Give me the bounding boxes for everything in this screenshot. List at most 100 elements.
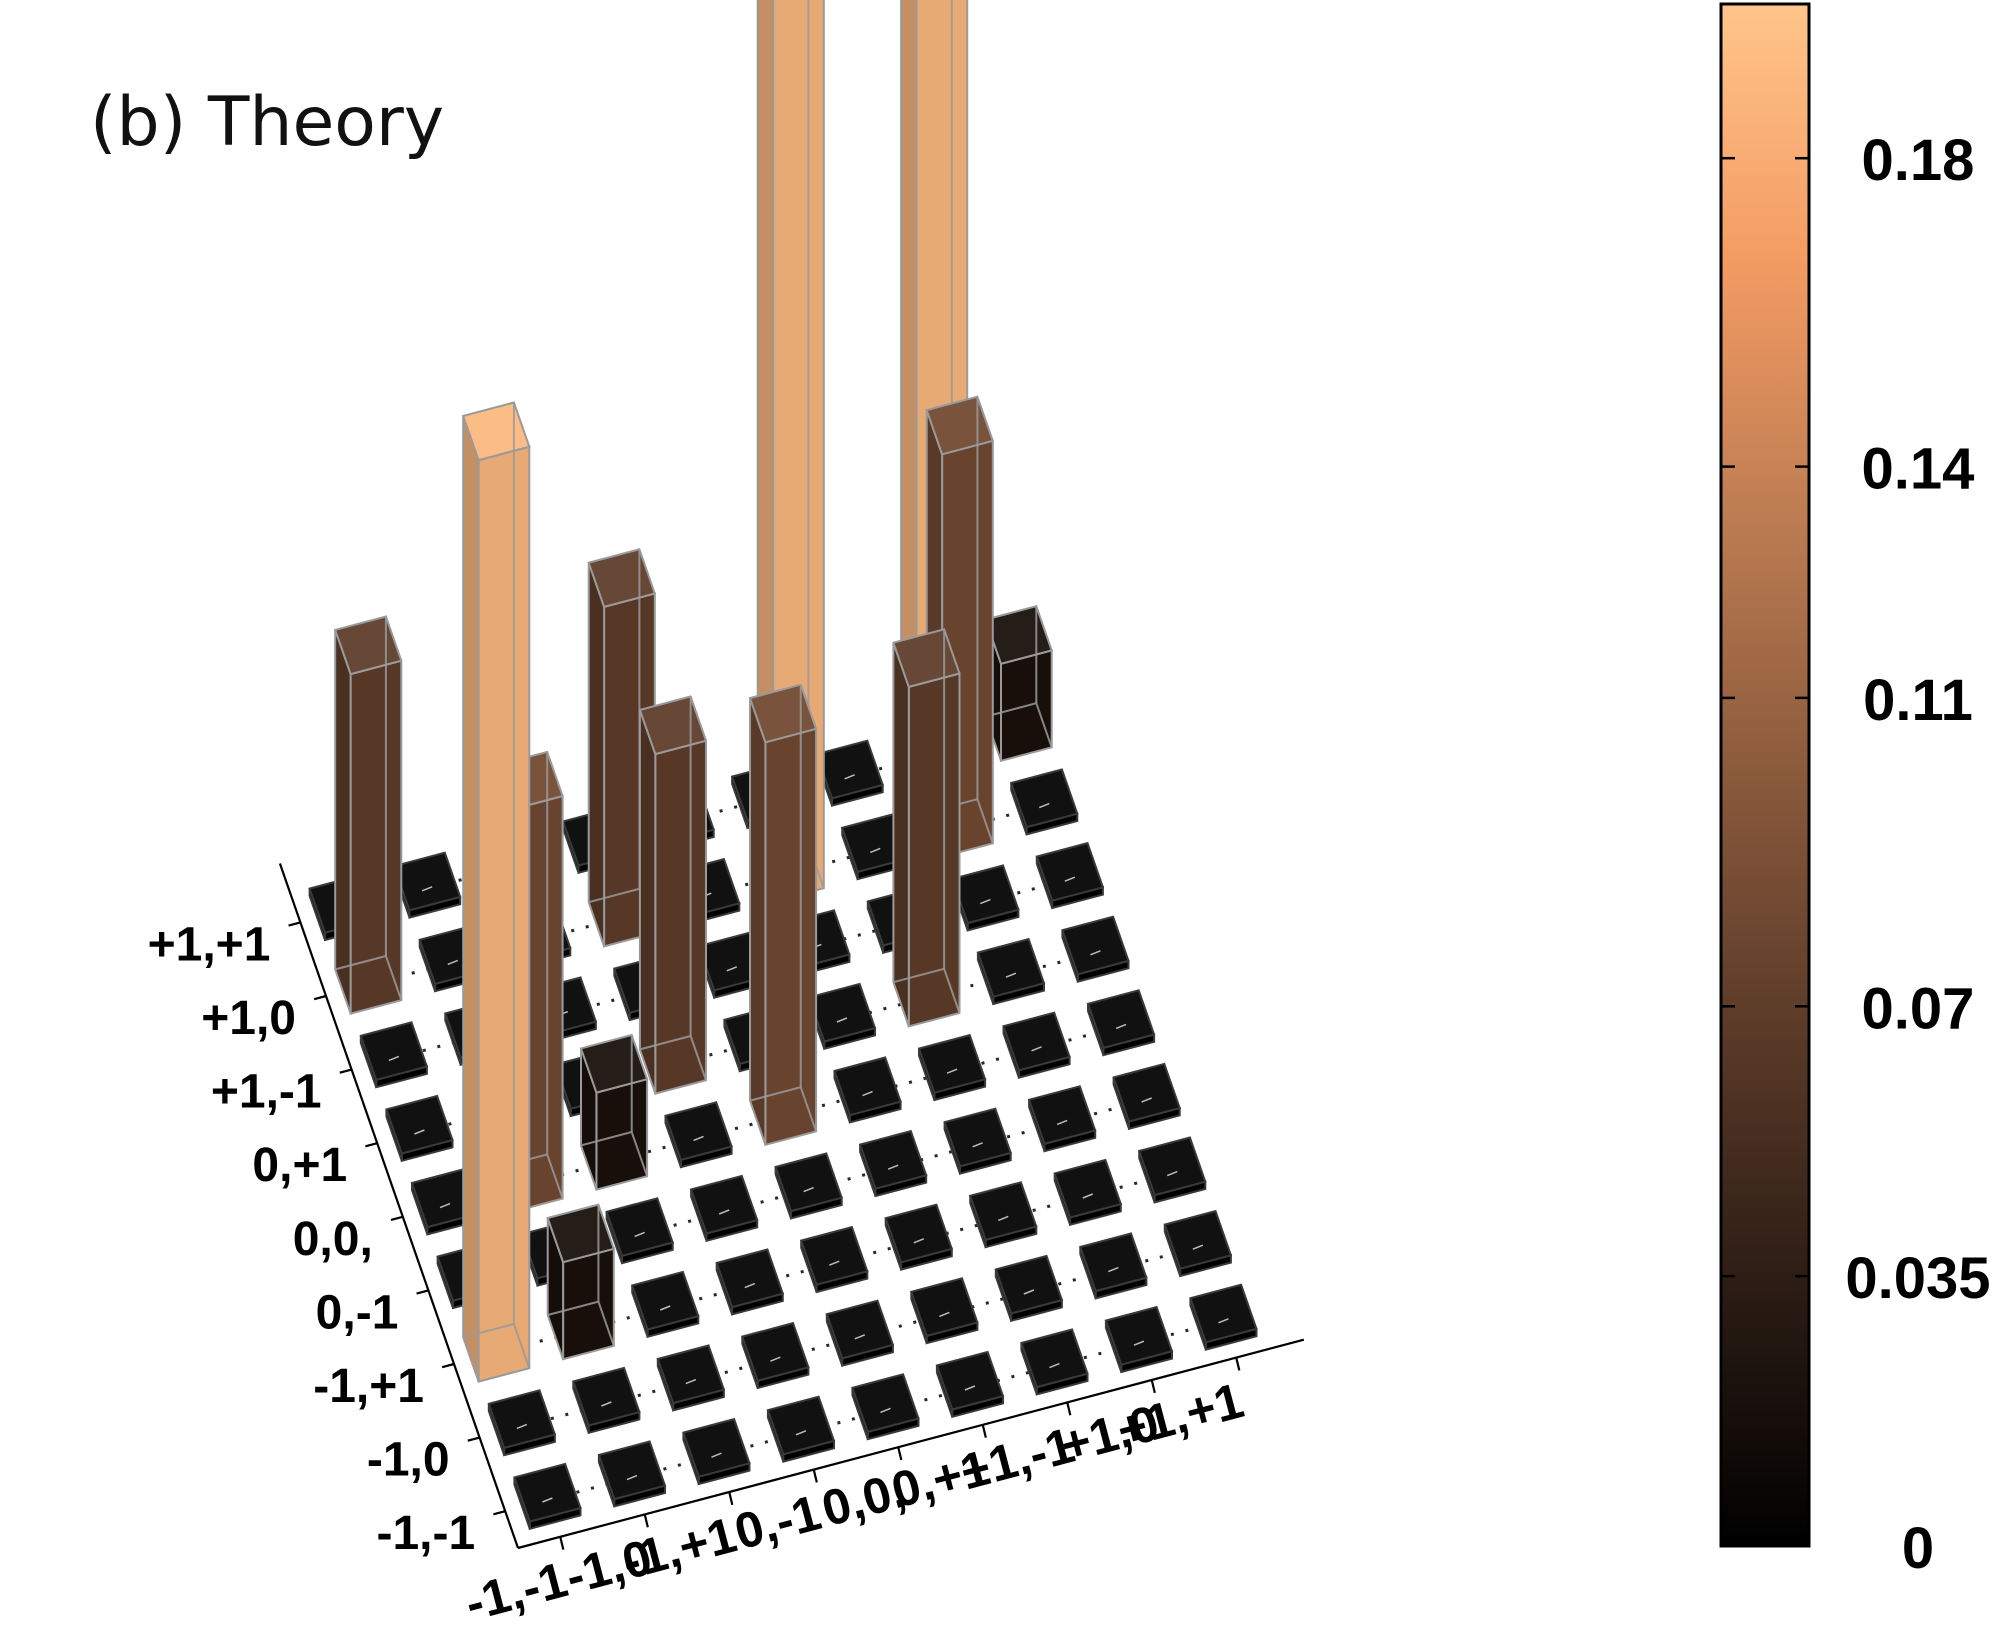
bar-top-face [1112, 1062, 1181, 1123]
bar [766, 1395, 836, 1463]
bar-speck [1031, 1046, 1042, 1052]
bar-speck [601, 1401, 612, 1407]
bar-speck [880, 1407, 891, 1414]
bar-top-face [656, 1344, 726, 1405]
bar-speck [997, 1215, 1009, 1222]
bar-top-face [682, 1417, 751, 1478]
bar-top-face [943, 1107, 1012, 1168]
bar [392, 851, 462, 919]
x-tick-mark [1066, 1402, 1072, 1416]
bar [1163, 1209, 1233, 1278]
bar-top-face [513, 1462, 582, 1523]
bar-speck [844, 774, 855, 780]
bar-top-face [1086, 989, 1156, 1050]
bar-speck [421, 886, 433, 892]
bar [359, 1021, 429, 1089]
bar [513, 1462, 582, 1531]
bar [1112, 1062, 1181, 1131]
colorbar-gradient [1719, 2, 1811, 1548]
bar-speck [1038, 802, 1050, 809]
bar [715, 1248, 785, 1316]
x-tick-label: -1,-1 [459, 1551, 573, 1631]
bar [487, 1389, 557, 1457]
bar-top-face [1079, 1232, 1148, 1293]
bar [605, 1197, 674, 1265]
bar-speck [626, 1474, 638, 1481]
bar [689, 1174, 759, 1243]
bar [774, 1152, 843, 1220]
bar-speck [770, 1356, 781, 1362]
y-tick-label: -1,0 [367, 1434, 450, 1487]
bar-speck [516, 1423, 528, 1430]
bar [756, 0, 825, 903]
x-tick-mark [1235, 1357, 1241, 1371]
bar-speck [388, 1055, 400, 1062]
y-tick-mark [288, 921, 301, 927]
bar [572, 1366, 641, 1435]
bar-top-face [1189, 1283, 1258, 1344]
bar [825, 1299, 895, 1367]
bar-speck [972, 1142, 983, 1148]
bar [546, 1203, 616, 1361]
bar [1189, 1283, 1258, 1351]
bar-speck [836, 1017, 848, 1023]
bar [1002, 1011, 1071, 1079]
bar-top-face [715, 1248, 785, 1309]
x-tick-mark [812, 1469, 818, 1483]
bar-hidden-edge [462, 1322, 531, 1369]
bar-speck [744, 1282, 756, 1289]
colorbar: 0 0.035 0.07 0.11 0.14 0.18 [1719, 2, 1991, 1581]
bar-speck [980, 898, 991, 905]
bar-top-face [1035, 841, 1105, 902]
bar-front-face [477, 445, 531, 1383]
bar [892, 628, 961, 1028]
bar [917, 1033, 987, 1102]
bar [748, 683, 818, 1147]
y-tick-mark [441, 1362, 455, 1369]
bar-top-face [1061, 915, 1130, 976]
bar-hidden-edge [985, 701, 1053, 748]
bar [656, 1344, 726, 1412]
bar-speck [803, 1186, 814, 1193]
bar [1137, 1136, 1207, 1204]
bar-top-face [1137, 1136, 1207, 1197]
bar-speck [1108, 1266, 1119, 1273]
bar-top-face [851, 1373, 920, 1434]
bar [638, 695, 708, 1095]
y-tick-label: -1,-1 [376, 1507, 475, 1560]
colorbar-tick-label: 0.035 [1845, 1246, 1990, 1311]
bar-speck [726, 966, 738, 972]
bar-speck [711, 1452, 722, 1458]
bar-speck [795, 1430, 807, 1436]
bar-speck [1192, 1244, 1204, 1250]
bar [943, 1107, 1012, 1175]
bar-speck [964, 1385, 976, 1391]
bar-top-face [935, 1350, 1005, 1411]
y-tick-label: 0,+1 [252, 1139, 347, 1192]
bar [682, 1417, 751, 1486]
bar-top-face [1027, 1085, 1097, 1146]
bar [951, 864, 1020, 932]
bar-top-face [1104, 1305, 1174, 1366]
bar-speck [862, 1090, 873, 1097]
y-tick-mark [313, 994, 327, 1001]
bar-top-face [799, 1225, 869, 1286]
x-tick-mark [981, 1424, 987, 1438]
bar-speck [659, 1305, 671, 1311]
bar-hidden-edge [580, 1130, 649, 1177]
bar [935, 1350, 1005, 1419]
bar-top-face [487, 1389, 557, 1450]
y-tick-label: 0,0, [293, 1213, 373, 1266]
y-tick-mark [339, 1068, 352, 1074]
bar [884, 1203, 954, 1271]
colorbar-tick-label: 0.18 [1862, 128, 1975, 193]
bar [833, 1056, 902, 1124]
bar [994, 1254, 1064, 1323]
y-tick-mark [390, 1215, 404, 1221]
bar-speck [913, 1238, 925, 1244]
bar-speck [414, 1129, 425, 1135]
bar-speck [447, 959, 459, 966]
bar-speck [854, 1334, 866, 1340]
bar-top-face [976, 937, 1046, 998]
y-tick-labels: -1,-1 -1,0 -1,+1 0,-1 0,0, 0,+1 +1,-1 +1,0 +1,+1 [148, 918, 476, 1560]
